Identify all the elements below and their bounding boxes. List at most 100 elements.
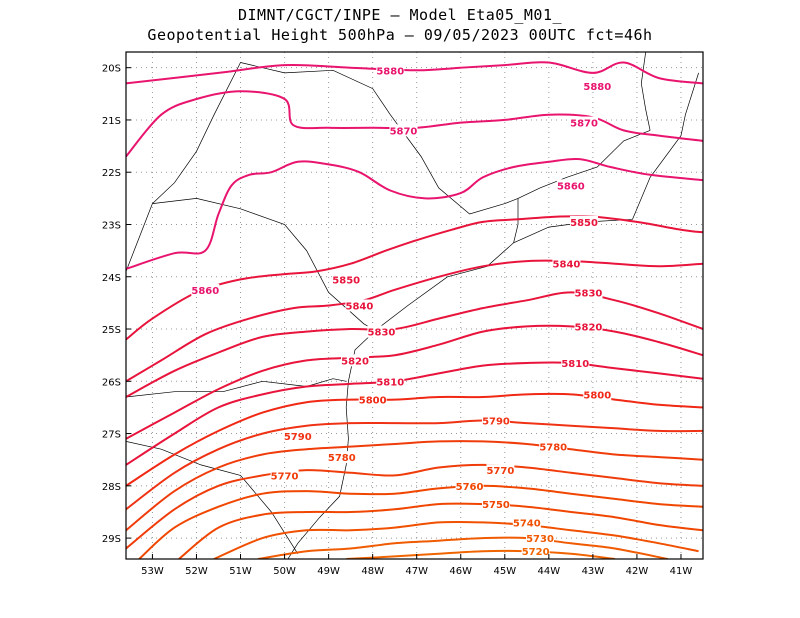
contour-label: 5870 [570, 119, 598, 130]
contour-label: 5860 [191, 286, 219, 297]
contour-label-bg [345, 299, 374, 312]
contour-label-bg [561, 356, 590, 369]
contour-label: 5770 [486, 466, 514, 477]
contour-5720 [346, 549, 616, 559]
lat-tick-label: 27S [102, 430, 121, 441]
contour-label-bg [481, 498, 510, 511]
contour-label: 5720 [522, 547, 550, 558]
contour-label: 5750 [482, 500, 510, 511]
contour-label-bg [389, 124, 418, 137]
lon-tick-label: 52W [185, 566, 208, 577]
contour-label: 5840 [346, 302, 374, 313]
contour-label: 5870 [390, 126, 418, 137]
border-line [126, 203, 153, 272]
lon-tick-label: 53W [141, 566, 164, 577]
contour-5790 [126, 419, 703, 511]
lat-tick-label: 20S [102, 64, 121, 75]
contour-label: 5780 [328, 453, 356, 464]
lat-tick-label: 24S [102, 273, 121, 284]
contour-5850 [126, 215, 703, 341]
contour-label-bg [332, 273, 361, 286]
lon-tick-label: 47W [405, 566, 428, 577]
contour-label: 5820 [575, 322, 603, 333]
lon-tick-label: 48W [361, 566, 384, 577]
contour-label-bg [455, 479, 484, 492]
border-line [126, 378, 347, 398]
contour-label: 5820 [341, 356, 369, 367]
contour-5880 [126, 61, 703, 85]
border-line [152, 198, 373, 330]
lon-tick-label: 49W [317, 566, 340, 577]
contour-label: 5810 [561, 359, 589, 370]
contour-label-bg [583, 388, 612, 401]
contour-label: 5800 [583, 390, 611, 401]
contour-label: 5830 [575, 288, 603, 299]
lon-tick-label: 44W [538, 566, 561, 577]
contour-5810 [126, 361, 703, 466]
contour-5780 [126, 440, 703, 532]
contour-label: 5770 [271, 471, 299, 482]
lon-tick-label: 51W [229, 566, 252, 577]
contour-5830 [126, 291, 703, 398]
contour-5760 [138, 484, 703, 559]
lat-tick-label: 22S [102, 168, 121, 179]
contour-label-bg [552, 257, 581, 270]
lon-tick-label: 45W [493, 566, 516, 577]
border-line [513, 198, 519, 243]
contour-5730 [257, 536, 668, 559]
contour-label: 5780 [539, 443, 567, 454]
title-line-1: DIMNT/CGCT/INPE – Model Eta05_M01_ [237, 6, 563, 24]
contour-label: 5880 [583, 82, 611, 93]
contour-label: 5800 [359, 396, 387, 407]
lat-tick-label: 21S [102, 116, 121, 127]
contour-5750 [178, 502, 703, 559]
contour-label-bg [570, 215, 599, 228]
contour-label-bg [481, 414, 510, 427]
contour-5770 [126, 463, 703, 550]
border-line [517, 130, 651, 199]
contour-label-bg [191, 283, 220, 296]
contour-label-bg [270, 469, 299, 482]
contour-labels: 5880 5880 5870 5870 5860 5860 5850 5850 5840 5840… [191, 64, 612, 558]
axis-ticks: 53W 52W 51W 50W 49W 48W 47W 46W 45W 44W 43W 42W 41W 2… [102, 64, 692, 577]
contour-label-bg [486, 464, 515, 477]
contour-label: 5760 [456, 482, 484, 493]
contour-label: 5740 [513, 518, 541, 529]
lon-tick-label: 43W [582, 566, 605, 577]
contour-label: 5790 [482, 416, 510, 427]
lon-tick-label: 50W [273, 566, 296, 577]
border-line [126, 441, 299, 554]
contour-label-bg [327, 451, 356, 464]
contour-label: 5810 [376, 377, 404, 388]
border-line [240, 62, 519, 215]
contour-label-bg [526, 532, 555, 545]
contour-label-bg [583, 79, 612, 92]
contour-label-bg [556, 179, 585, 192]
contour-5740 [213, 520, 699, 559]
contour-5820 [126, 324, 703, 440]
contour-label-bg [539, 440, 568, 453]
contour-label: 5840 [553, 260, 581, 271]
lat-tick-label: 28S [102, 482, 121, 493]
contour-label: 5850 [332, 275, 360, 286]
contour-label: 5830 [368, 328, 396, 339]
border-line [640, 52, 651, 131]
border-line [287, 72, 699, 559]
contour-label-bg [570, 116, 599, 129]
lon-tick-label: 46W [449, 566, 472, 577]
lon-tick-label: 42W [626, 566, 649, 577]
contour-label-bg [367, 325, 396, 338]
contour-label-bg [574, 286, 603, 299]
contour-5860 [126, 157, 703, 270]
contour-label: 5860 [557, 181, 585, 192]
contour-5840 [126, 259, 703, 383]
contour-label-bg [283, 430, 312, 443]
contour-label: 5850 [570, 218, 598, 229]
contour-label: 5880 [376, 66, 404, 77]
contour-label-bg [512, 516, 541, 529]
plot-frame [125, 51, 704, 560]
contour-label-bg [574, 320, 603, 333]
border-line [152, 62, 241, 204]
lat-tick-label: 26S [102, 377, 121, 388]
